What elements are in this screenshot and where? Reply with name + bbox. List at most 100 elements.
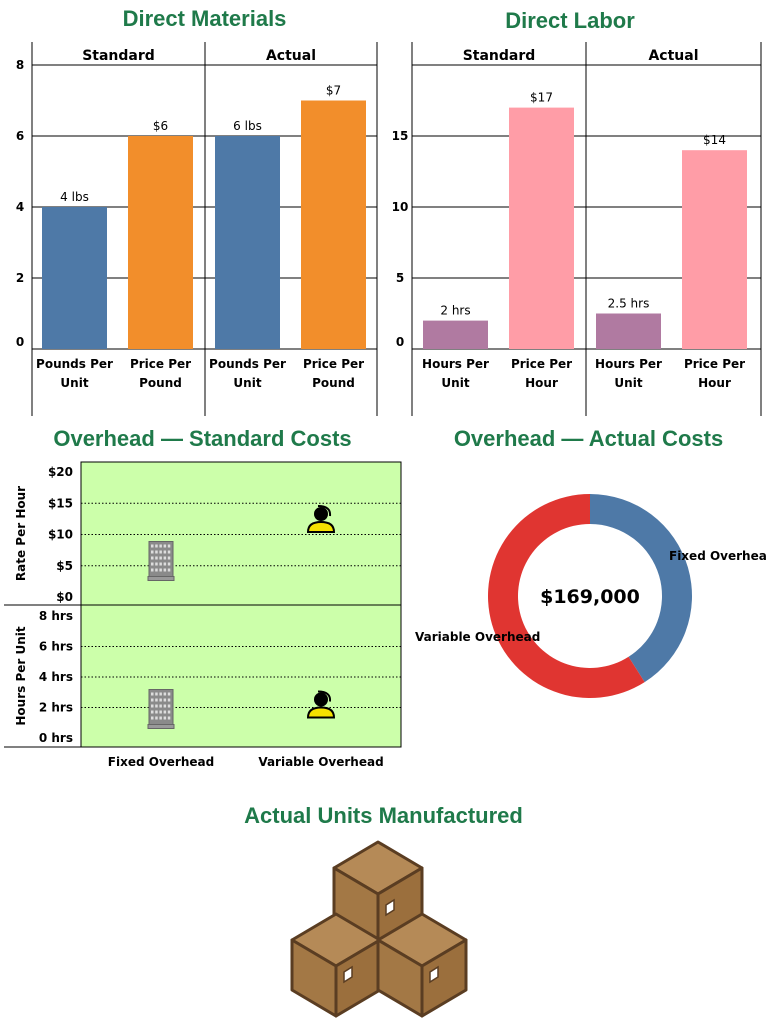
dm-data-label: $6	[153, 119, 168, 133]
dl-data-label: 2.5 hrs	[608, 297, 650, 311]
dl-panel-header: Actual	[648, 48, 698, 64]
building-window	[163, 544, 167, 548]
dm-x-label: Pound	[312, 376, 355, 390]
building-window	[159, 568, 162, 572]
dm-bar	[301, 100, 366, 349]
overhead-standard-title: Overhead — Standard Costs	[53, 426, 352, 451]
dm-data-label: 4 lbs	[60, 190, 89, 204]
building-window	[155, 550, 158, 554]
box-icon	[290, 840, 468, 1018]
building-window	[159, 550, 162, 554]
dm-ytick-label: 8	[16, 58, 24, 72]
building-window	[159, 556, 162, 560]
dm-bar	[128, 136, 193, 349]
building-window	[163, 562, 167, 566]
dl-data-label: $14	[703, 133, 726, 147]
building-window	[167, 556, 171, 560]
building-window	[151, 550, 154, 554]
overhead-ytick-label: $10	[48, 528, 73, 542]
overhead-ytick-label: $20	[48, 465, 73, 479]
overhead-x-label: Variable Overhead	[258, 755, 383, 769]
dl-bar	[509, 107, 574, 349]
building-window	[151, 692, 154, 696]
worker-icon-vest	[306, 520, 336, 533]
building-window	[151, 716, 154, 720]
building-window	[155, 562, 158, 566]
building-window	[167, 716, 171, 720]
building-window	[159, 544, 162, 548]
dl-bar	[596, 313, 661, 349]
building-window	[155, 716, 158, 720]
dm-panel-header: Standard	[82, 48, 155, 64]
dm-panel-header: Actual	[266, 48, 316, 64]
building-icon-base	[147, 724, 175, 729]
overhead-actual-title: Overhead — Actual Costs	[453, 426, 724, 451]
dl-x-label: Hour	[698, 376, 731, 390]
building-window	[151, 556, 154, 560]
overhead-ytick-label: 2 hrs	[39, 701, 73, 715]
building-window	[151, 562, 154, 566]
dm-data-label: 6 lbs	[233, 119, 262, 133]
dm-x-label: Unit	[233, 376, 261, 390]
building-window	[163, 556, 167, 560]
worker-icon-headset	[317, 505, 332, 517]
building-window	[163, 698, 167, 702]
overhead-y-axis-title: Hours Per Unit	[14, 626, 28, 725]
dl-x-label: Price Per	[511, 357, 572, 371]
overhead-ytick-label: $15	[48, 496, 73, 510]
building-window	[159, 716, 162, 720]
building-window	[155, 556, 158, 560]
overhead-ytick-label: $0	[56, 590, 73, 604]
building-window	[167, 562, 171, 566]
worker-icon-vest	[306, 706, 336, 719]
building-window	[167, 550, 171, 554]
dm-bar	[215, 136, 280, 349]
dm-x-label: Price Per	[303, 357, 364, 371]
building-window	[163, 568, 167, 572]
dl-x-label: Unit	[614, 376, 642, 390]
donut-label-variable: Variable Overhead	[415, 630, 540, 644]
building-window	[155, 692, 158, 696]
building-window	[163, 710, 167, 714]
dm-ytick-label: 4	[16, 200, 24, 214]
building-window	[155, 704, 158, 708]
dl-data-label: $17	[530, 91, 553, 105]
building-window	[167, 692, 171, 696]
building-window	[151, 710, 154, 714]
building-window	[155, 698, 158, 702]
direct-materials-title: Direct Materials	[122, 6, 287, 31]
building-window	[159, 692, 162, 696]
dl-x-label: Hours Per	[422, 357, 489, 371]
dl-ytick-label: 0	[396, 335, 404, 349]
dm-x-label: Pounds Per	[209, 357, 286, 371]
overhead-x-label: Fixed Overhead	[108, 755, 214, 769]
donut-slice-fixed	[590, 494, 693, 683]
dm-ytick-label: 0	[16, 335, 24, 349]
dm-bar	[42, 207, 107, 349]
dl-ytick-label: 15	[392, 129, 409, 143]
building-window	[167, 698, 171, 702]
worker-icon-head	[314, 692, 328, 707]
donut-label-fixed: Fixed Overhead	[669, 549, 767, 563]
dl-x-label: Unit	[441, 376, 469, 390]
building-window	[151, 698, 154, 702]
building-window	[163, 716, 167, 720]
dm-ytick-label: 6	[16, 129, 24, 143]
building-window	[167, 544, 171, 548]
building-window	[155, 544, 158, 548]
building-window	[159, 710, 162, 714]
building-window	[159, 562, 162, 566]
dl-ytick-label: 5	[396, 271, 404, 285]
dl-panel-header: Standard	[463, 48, 536, 64]
building-window	[151, 568, 154, 572]
building-window	[163, 550, 167, 554]
dm-x-label: Pound	[139, 376, 182, 390]
building-window	[159, 698, 162, 702]
building-icon-base	[147, 576, 175, 581]
dm-data-label: $7	[326, 84, 341, 98]
building-window	[163, 704, 167, 708]
overhead-ytick-label: $5	[56, 559, 73, 573]
building-window	[159, 704, 162, 708]
